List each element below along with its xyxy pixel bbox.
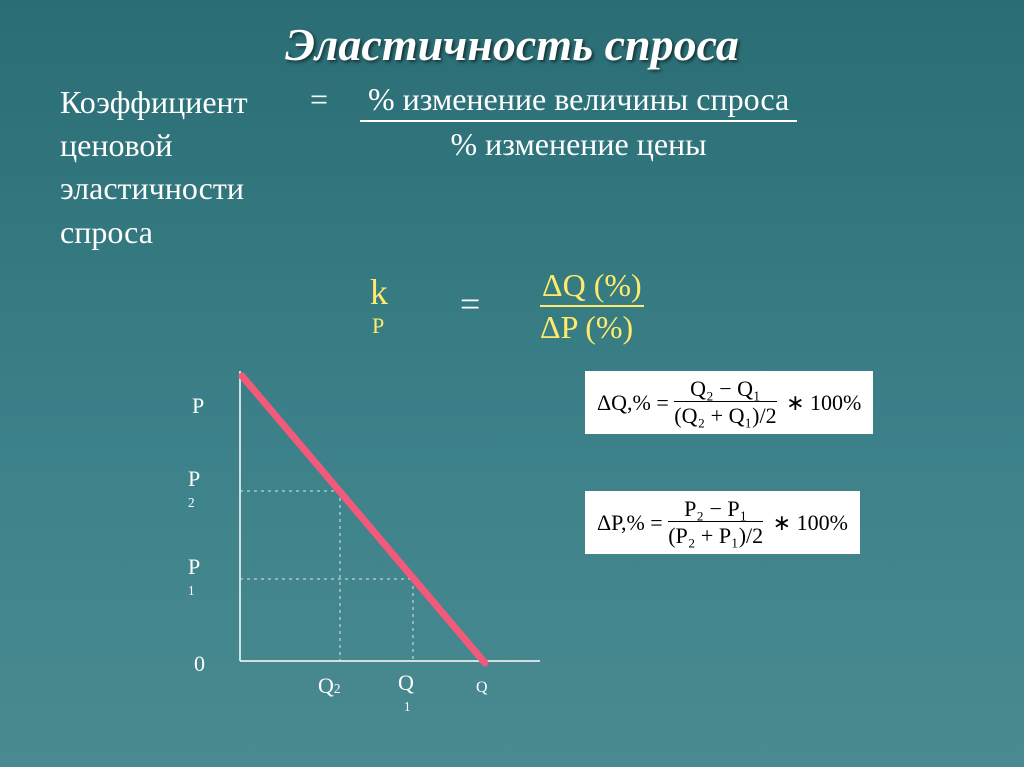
lhs-line1: Коэффициент — [60, 81, 248, 124]
formula-delta-p: ΔP,% = P₂ − P₁ (P₂ + P₁)/2 ∗ 100% — [585, 491, 860, 554]
axis-label-p: P — [192, 393, 204, 419]
demand-line — [242, 376, 485, 663]
fq-left: ΔQ,% = — [597, 391, 669, 415]
word-fraction-numerator: % изменение величины спроса — [360, 81, 797, 122]
word-fraction-denominator: % изменение цены — [360, 122, 797, 163]
demand-chart: P P 2 P 1 0 Q2 Q 1 Q — [210, 361, 550, 721]
fp-fraction: P₂ − P₁ (P₂ + P₁)/2 — [668, 497, 763, 548]
content-area: Коэффициент ценовой эластичности спроса … — [0, 71, 1024, 748]
coefficient-label: Коэффициент ценовой эластичности спроса — [60, 81, 248, 254]
axis-label-p1: P 1 — [188, 557, 200, 599]
word-fraction: % изменение величины спроса % изменение … — [360, 81, 797, 163]
kp-symbol: k P — [370, 271, 388, 339]
delta-fraction-numerator: ΔQ (%) — [540, 265, 644, 307]
axis-label-q2: Q2 — [318, 673, 340, 699]
q1-sub: 1 — [398, 699, 411, 714]
lhs-line2: ценовой — [60, 124, 248, 167]
delta-fraction: ΔQ (%) ΔP (%) — [540, 265, 644, 347]
slide-title: Эластичность спроса — [0, 0, 1024, 71]
fp-mult: ∗ 100% — [769, 511, 848, 535]
fq-fraction: Q₂ − Q₁ (Q₂ + Q₁)/2 — [674, 377, 776, 428]
p1-sub: 1 — [188, 583, 195, 598]
fq-den: (Q₂ + Q₁)/2 — [674, 402, 776, 428]
equals-sign-2: = — [460, 283, 480, 325]
p1-main: P — [188, 554, 200, 579]
fq-mult: ∗ 100% — [782, 391, 861, 415]
q1-main: Q — [398, 670, 414, 695]
axis-label-zero: 0 — [194, 651, 205, 677]
axis-label-q1: Q 1 — [398, 673, 414, 715]
delta-fraction-denominator: ΔP (%) — [540, 309, 633, 345]
equals-sign-1: = — [310, 81, 328, 118]
kp-k: k — [370, 271, 388, 313]
q2-main: Q — [318, 673, 334, 698]
axis-label-q: Q — [476, 679, 488, 697]
p2-main: P — [188, 466, 200, 491]
fp-den: (P₂ + P₁)/2 — [668, 522, 763, 548]
fq-num: Q₂ − Q₁ — [674, 377, 776, 402]
axis-label-p2: P 2 — [188, 469, 200, 511]
fp-num: P₂ − P₁ — [668, 497, 763, 522]
lhs-line4: спроса — [60, 211, 248, 254]
p2-sub: 2 — [188, 495, 195, 510]
chart-svg — [210, 361, 550, 691]
kp-subscript-p: P — [372, 313, 388, 339]
formula-delta-q: ΔQ,% = Q₂ − Q₁ (Q₂ + Q₁)/2 ∗ 100% — [585, 371, 873, 434]
fp-left: ΔP,% = — [597, 511, 663, 535]
lhs-line3: эластичности — [60, 167, 248, 210]
q2-sub: 2 — [334, 681, 341, 696]
